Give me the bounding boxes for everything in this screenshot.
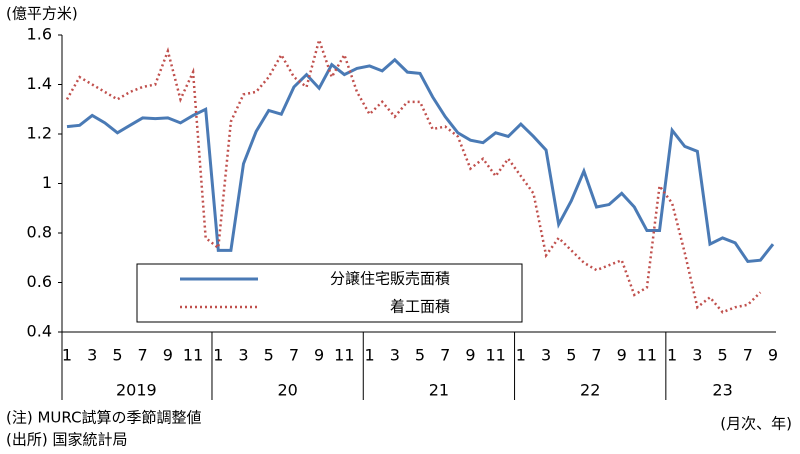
x-group-label: 23 [712, 381, 732, 400]
legend-label: 分譲住宅販売面積 [330, 270, 450, 288]
note: (出所) 国家統計局 [6, 431, 127, 449]
y-tick-label: 1.6 [27, 25, 52, 44]
x-tick-label: 1 [62, 346, 72, 365]
x-tick-label: 1 [364, 346, 374, 365]
legend-label: 着工面積 [390, 298, 450, 316]
x-tick-label: 11 [485, 346, 505, 365]
y-tick-label: 0.4 [27, 322, 52, 341]
x-tick-label: 3 [87, 346, 97, 365]
line-series [66, 57, 775, 264]
x-tick-label: 11 [334, 346, 354, 365]
y-tick-label: 1.2 [27, 124, 52, 143]
x-group-label: 21 [429, 381, 449, 400]
x-tick-label: 3 [238, 346, 248, 365]
x-group-label: 2019 [116, 381, 157, 400]
x-tick-label: 9 [465, 346, 475, 365]
note: (注) MURC試算の季節調整値 [6, 409, 202, 427]
legend-box [136, 263, 523, 323]
x-tick-label: 5 [415, 346, 425, 365]
x-tick-label: 5 [717, 346, 727, 365]
x-tick-label: 9 [163, 346, 173, 365]
x-tick-label: 5 [264, 346, 274, 365]
x-tick-label: 7 [138, 346, 148, 365]
x-tick-label: 5 [112, 346, 122, 365]
x-tick-label: 9 [314, 346, 324, 365]
x-tick-label: 9 [768, 346, 778, 365]
x-tick-label: 7 [591, 346, 601, 365]
x-tick-label: 7 [289, 346, 299, 365]
y-tick-label: 0.6 [27, 272, 52, 291]
x-tick-label: 3 [692, 346, 702, 365]
x-tick-label: 1 [213, 346, 223, 365]
x-tick-label: 1 [516, 346, 526, 365]
x-tick-label: 5 [566, 346, 576, 365]
x-group-label: 22 [580, 381, 600, 400]
x-tick-label: 3 [541, 346, 551, 365]
y-unit: (億平方米) [6, 5, 78, 23]
x-tick-label: 1 [667, 346, 677, 365]
y-tick-label: 1 [42, 173, 52, 192]
x-tick-label: 11 [183, 346, 203, 365]
x-tick-label: 9 [617, 346, 627, 365]
x-tick-label: 11 [637, 346, 657, 365]
y-tick-label: 1.4 [27, 74, 52, 93]
x-tick-label: 3 [390, 346, 400, 365]
x-tick-label: 7 [743, 346, 753, 365]
x-tick-label: 7 [440, 346, 450, 365]
x-group-label: 20 [277, 381, 297, 400]
x-unit: (月次、年) [720, 415, 792, 433]
line-series [65, 35, 762, 314]
y-tick-label: 0.8 [27, 223, 52, 242]
